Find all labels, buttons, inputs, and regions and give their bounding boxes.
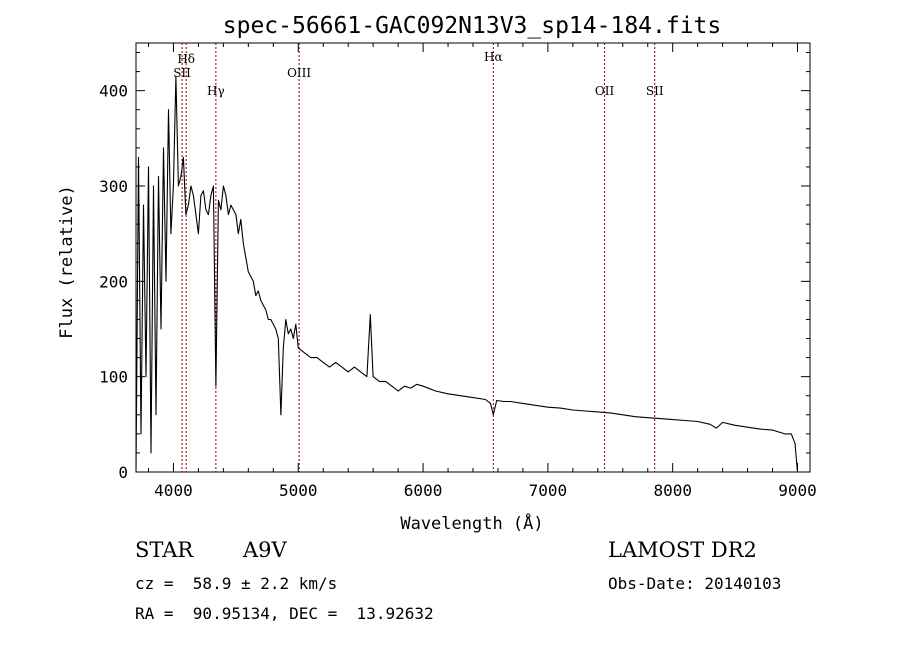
y-tick-label: 400	[99, 82, 128, 101]
spectral-line-label: SII	[173, 66, 191, 80]
spectral-line-label: SII	[646, 84, 664, 98]
x-tick-label: 6000	[404, 481, 443, 500]
spectrum-line	[135, 75, 799, 473]
y-axis-label: Flux (relative)	[57, 185, 77, 339]
y-tick-label: 100	[99, 368, 128, 387]
x-axis-label: Wavelength (Å)	[400, 512, 543, 534]
spectral-line-label: OIII	[287, 66, 311, 80]
obs-date: Obs-Date: 20140103	[608, 574, 782, 593]
chart-title: spec-56661-GAC092N13V3_sp14-184.fits	[223, 13, 722, 39]
redshift-value: cz = 58.9 ± 2.2 km/s	[135, 574, 338, 593]
survey-name: LAMOST DR2	[608, 538, 757, 562]
y-tick-label: 200	[99, 272, 128, 291]
x-tick-label: 5000	[279, 481, 318, 500]
spectral-line-label: Hα	[484, 50, 503, 64]
plot-frame	[135, 42, 811, 473]
y-tick-label: 300	[99, 177, 128, 196]
spectral-subclass: A9V	[243, 538, 287, 562]
x-tick-label: 8000	[653, 481, 692, 500]
object-class: STAR	[135, 538, 194, 562]
spectral-line-label: Hγ	[207, 84, 225, 98]
x-tick-label: 4000	[154, 481, 193, 500]
x-tick-label: 9000	[778, 481, 817, 500]
spectral-line-label: Hδ	[177, 52, 195, 66]
plot-area: 4000 5000 6000 7000 8000 90000100200300400HδS…	[99, 42, 817, 500]
y-tick-label: 0	[118, 463, 128, 482]
x-tick-label: 7000	[529, 481, 568, 500]
coordinates: RA = 90.95134, DEC = 13.92632	[135, 604, 434, 623]
spectral-line-label: OII	[595, 84, 615, 98]
